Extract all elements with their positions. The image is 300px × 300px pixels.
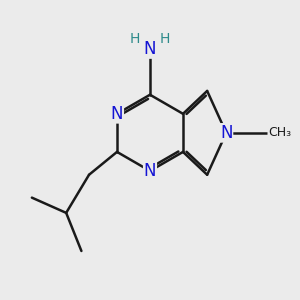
Text: H: H — [160, 32, 170, 46]
Text: CH₃: CH₃ — [268, 126, 291, 140]
Text: N: N — [111, 105, 123, 123]
Text: N: N — [220, 124, 233, 142]
Text: H: H — [130, 32, 140, 46]
Text: N: N — [144, 40, 156, 58]
Text: N: N — [144, 162, 156, 180]
